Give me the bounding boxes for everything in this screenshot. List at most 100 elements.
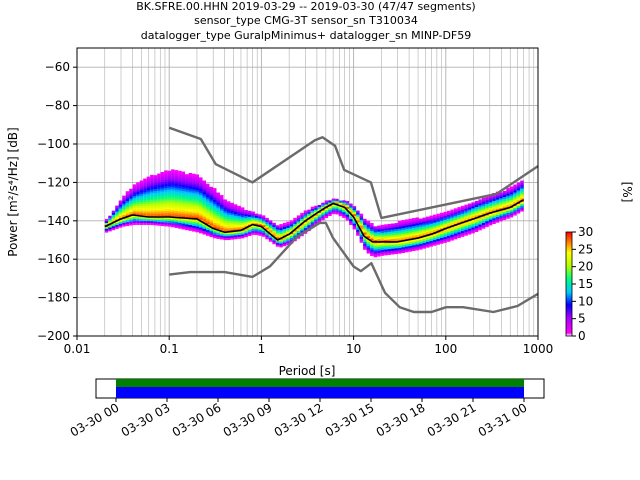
density-cell xyxy=(279,233,283,236)
density-cell xyxy=(418,243,423,246)
density-cell xyxy=(296,221,301,224)
density-cell xyxy=(209,207,213,211)
density-cell xyxy=(136,201,140,204)
density-cell xyxy=(457,230,461,233)
density-cell xyxy=(188,184,193,187)
density-cell xyxy=(265,237,269,240)
density-cell xyxy=(212,190,217,193)
density-cell xyxy=(391,236,395,240)
density-cell xyxy=(261,232,266,235)
density-cell xyxy=(188,186,193,189)
density-cell xyxy=(202,228,207,231)
density-cell xyxy=(398,226,402,229)
density-cell xyxy=(167,224,172,227)
density-cell xyxy=(495,195,500,198)
density-cell xyxy=(195,178,200,181)
density-cell xyxy=(478,201,482,204)
density-cell xyxy=(366,230,371,233)
density-cell xyxy=(384,226,388,229)
density-cell xyxy=(366,247,371,250)
density-cell xyxy=(129,204,133,207)
density-cell xyxy=(202,218,207,222)
density-cell xyxy=(181,223,186,226)
density-cell xyxy=(139,193,144,197)
density-cell xyxy=(485,215,489,218)
density-cell xyxy=(223,222,227,225)
density-cell xyxy=(506,205,510,208)
density-cell xyxy=(471,223,475,226)
density-cell xyxy=(216,215,220,218)
density-cell xyxy=(157,198,161,201)
density-cell xyxy=(349,215,353,218)
density-cell xyxy=(192,196,196,199)
density-cell xyxy=(150,203,154,206)
density-cell xyxy=(223,201,227,204)
density-cell xyxy=(296,223,301,226)
density-cell xyxy=(467,216,472,220)
density-cell xyxy=(474,229,479,233)
density-cell xyxy=(373,251,378,254)
density-cell xyxy=(506,214,510,217)
density-cell xyxy=(300,230,304,233)
density-cell xyxy=(282,242,287,245)
density-cell xyxy=(216,211,220,214)
density-cell xyxy=(212,232,217,235)
density-cell xyxy=(240,213,245,216)
density-cell xyxy=(398,247,402,250)
density-cell xyxy=(282,244,287,247)
density-cell xyxy=(457,224,461,227)
density-cell xyxy=(178,174,182,177)
density-cell xyxy=(160,191,165,194)
density-cell xyxy=(478,210,482,214)
density-cell xyxy=(206,229,210,232)
density-cell xyxy=(485,222,489,226)
density-cell xyxy=(202,224,207,227)
density-cell xyxy=(380,230,385,233)
density-cell xyxy=(499,213,503,216)
density-cell xyxy=(443,229,447,232)
density-cell xyxy=(418,239,423,242)
density-cell xyxy=(425,245,430,248)
density-cell xyxy=(174,183,179,186)
density-cell xyxy=(471,208,475,211)
density-cell xyxy=(188,226,193,229)
density-cell xyxy=(506,195,510,198)
density-cell xyxy=(143,184,147,187)
density-cell xyxy=(502,217,507,221)
density-cell xyxy=(171,200,175,203)
density-cell xyxy=(251,221,255,224)
density-cell xyxy=(143,222,147,225)
density-cell xyxy=(139,203,144,206)
density-cell xyxy=(439,237,444,240)
density-cell xyxy=(405,250,409,253)
density-cell xyxy=(520,203,524,206)
density-cell xyxy=(216,236,220,239)
density-cell xyxy=(453,217,458,221)
density-cell xyxy=(254,221,259,224)
density-cell xyxy=(485,203,489,206)
density-cell xyxy=(366,234,371,237)
density-cell xyxy=(345,202,350,206)
density-cell xyxy=(160,218,165,221)
density-cell xyxy=(209,202,213,205)
density-cell xyxy=(209,206,213,209)
density-cell xyxy=(192,187,196,190)
density-cell xyxy=(520,182,524,185)
density-cell xyxy=(387,243,392,246)
density-cell xyxy=(464,225,468,229)
density-cell xyxy=(160,204,165,207)
density-cell xyxy=(439,212,444,215)
density-cell xyxy=(178,203,182,206)
density-cell xyxy=(115,205,119,208)
density-cell xyxy=(136,188,140,191)
density-cell xyxy=(223,232,227,235)
density-cell xyxy=(139,190,144,193)
density-cell xyxy=(185,227,189,231)
density-cell xyxy=(157,223,161,226)
density-cell xyxy=(324,215,329,218)
density-cell xyxy=(317,208,322,211)
density-cell xyxy=(157,173,161,176)
density-cell xyxy=(338,202,343,205)
density-cell xyxy=(282,230,287,233)
